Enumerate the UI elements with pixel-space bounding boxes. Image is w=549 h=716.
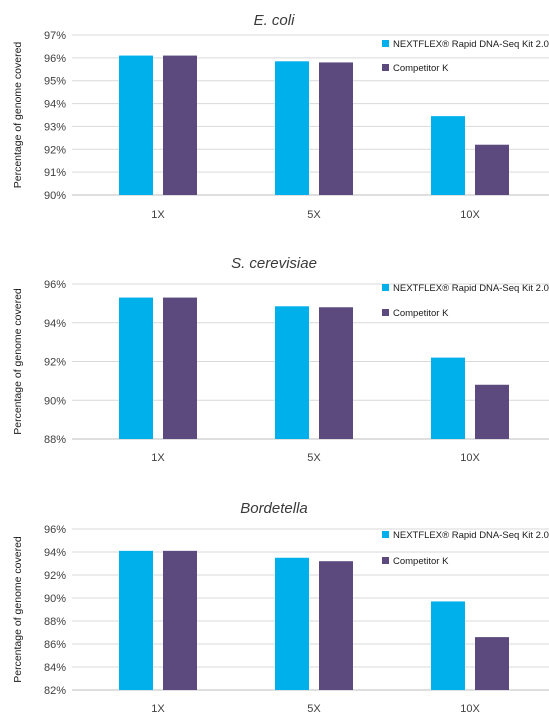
legend-swatch xyxy=(382,557,389,564)
y-axis-label: Percentage of genome covered xyxy=(12,288,24,435)
bar xyxy=(319,62,353,195)
y-tick-label: 94% xyxy=(44,99,66,111)
legend-label: NEXTFLEX® Rapid DNA-Seq Kit 2.0 xyxy=(393,39,549,50)
y-tick-label: 92% xyxy=(44,144,66,156)
legend-swatch xyxy=(382,64,389,71)
bar xyxy=(319,307,353,439)
x-category-label: 5X xyxy=(307,703,321,715)
bar xyxy=(119,297,153,439)
legend-label: NEXTFLEX® Rapid DNA-Seq Kit 2.0 xyxy=(393,283,549,294)
x-category-label: 1X xyxy=(151,452,165,464)
bar xyxy=(319,561,353,690)
chart-title: Bordetella xyxy=(240,500,308,517)
x-category-label: 10X xyxy=(460,209,480,221)
bar xyxy=(275,557,309,690)
chart-s-cerevisiae: 88% 90% 92% 94% 96% S. cerevisiae Percentage o… xyxy=(0,243,549,478)
y-tick-label: 88% xyxy=(44,434,66,446)
y-tick-label: 90% xyxy=(44,593,66,605)
y-tick-label: 82% xyxy=(44,685,66,697)
chart-title: S. cerevisiae xyxy=(231,255,317,272)
bar xyxy=(275,61,309,196)
y-tick-label: 94% xyxy=(44,318,66,330)
bar xyxy=(475,384,509,439)
x-category-label: 10X xyxy=(460,703,480,715)
bar xyxy=(475,637,509,690)
chart-svg: 90% 91% 92% 93% 94% 95% 96% 97% E. coli Percentag… xyxy=(12,12,549,221)
bar xyxy=(163,550,197,690)
y-axis-label: Percentage of genome covered xyxy=(12,42,24,189)
y-tick-label: 88% xyxy=(44,616,66,628)
legend-label: Competitor K xyxy=(393,308,449,319)
x-category-label: 10X xyxy=(460,452,480,464)
y-tick-label: 90% xyxy=(44,190,66,202)
y-tick-label: 96% xyxy=(44,53,66,65)
bar xyxy=(431,601,465,690)
y-tick-label: 86% xyxy=(44,639,66,651)
legend-label: Competitor K xyxy=(393,556,449,567)
y-tick-label: 92% xyxy=(44,570,66,582)
y-tick-label: 96% xyxy=(44,279,66,291)
legend-label: NEXTFLEX® Rapid DNA-Seq Kit 2.0 xyxy=(393,530,549,541)
bar xyxy=(431,116,465,195)
y-tick-label: 92% xyxy=(44,357,66,369)
x-category-label: 1X xyxy=(151,209,165,221)
legend-swatch xyxy=(382,40,389,47)
bar xyxy=(163,297,197,439)
y-tick-label: 94% xyxy=(44,547,66,559)
legend-swatch xyxy=(382,531,389,538)
y-axis-label: Percentage of genome covered xyxy=(12,536,24,683)
y-tick-label: 84% xyxy=(44,662,66,674)
y-tick-label: 95% xyxy=(44,76,66,88)
bar xyxy=(119,550,153,690)
x-category-label: 5X xyxy=(307,209,321,221)
chart-title: E. coli xyxy=(254,12,296,29)
bar xyxy=(431,357,465,439)
chart-bordetella: 82% 84% 86% 88% 90% 92% 94% 96% Bordetella Percen… xyxy=(0,487,549,716)
y-tick-label: 93% xyxy=(44,121,66,133)
chart-ecoli: 90% 91% 92% 93% 94% 95% 96% 97% E. coli Percentag… xyxy=(0,0,549,235)
x-category-label: 1X xyxy=(151,703,165,715)
y-tick-label: 90% xyxy=(44,395,66,407)
chart-svg: 88% 90% 92% 94% 96% S. cerevisiae Percentage o… xyxy=(12,255,549,464)
bar xyxy=(119,55,153,196)
chart-svg: 82% 84% 86% 88% 90% 92% 94% 96% Bordetella Percen… xyxy=(12,500,549,715)
legend-label: Competitor K xyxy=(393,63,449,74)
legend-swatch xyxy=(382,284,389,291)
bar xyxy=(475,144,509,195)
bar xyxy=(275,306,309,439)
bar xyxy=(163,55,197,196)
legend-swatch xyxy=(382,309,389,316)
y-tick-label: 96% xyxy=(44,524,66,536)
x-category-label: 5X xyxy=(307,452,321,464)
y-tick-label: 91% xyxy=(44,167,66,179)
y-tick-label: 97% xyxy=(44,30,66,42)
